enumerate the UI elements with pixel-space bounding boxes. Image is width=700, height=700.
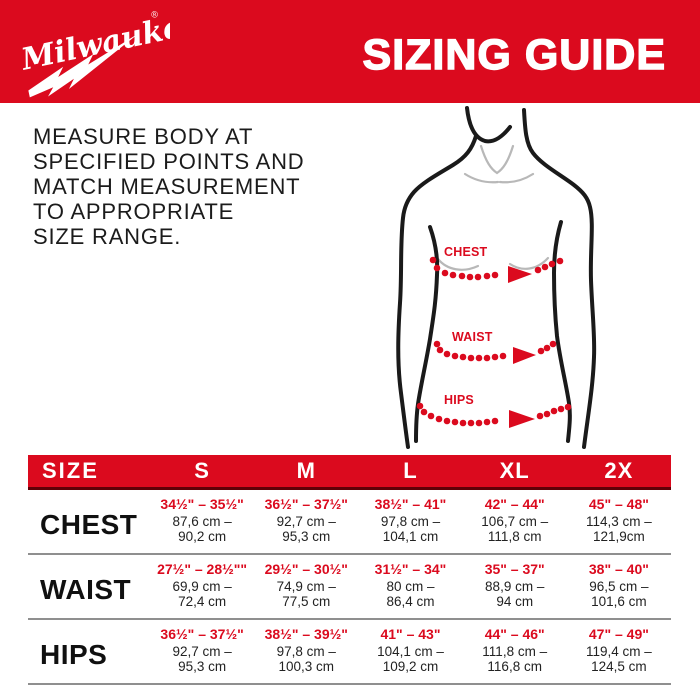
cm-range: 72,4 cm	[178, 594, 227, 609]
page-title: SIZING GUIDE	[362, 30, 666, 79]
intro-line: MEASURE BODY AT	[33, 124, 254, 149]
cm-range: 106,7 cm –	[481, 514, 549, 529]
waist-arrow-icon	[513, 347, 536, 364]
cm-range: 109,2 cm	[382, 659, 439, 674]
inches-range: 41" – 43"	[380, 626, 441, 642]
figure-detail-lines	[436, 144, 550, 271]
row-label-waist: WAIST	[40, 573, 132, 605]
cm-range: 97,8 cm –	[380, 514, 441, 529]
row-label-hips: HIPS	[40, 638, 108, 670]
cm-range: 88,9 cm –	[485, 579, 545, 594]
chest-s-cell: 34½" – 35½" 87,6 cm – 90,2 cm	[150, 496, 254, 553]
inches-range: 36½" – 37½"	[160, 626, 244, 642]
cm-range: 101,6 cm	[591, 594, 647, 609]
chest-measurement-line	[429, 256, 564, 283]
inches-range: 42" – 44"	[484, 496, 545, 512]
milwaukee-logo: Milwaukee ®	[18, 6, 170, 98]
cm-range: 104,1 cm	[382, 529, 439, 544]
cm-range: 96,5 cm –	[589, 579, 649, 594]
cm-range: 121,9cm	[593, 529, 645, 544]
intro-line: MATCH MEASUREMENT	[33, 174, 301, 199]
intro-line: SPECIFIED POINTS AND	[33, 149, 305, 174]
waist-measurement-line	[433, 340, 557, 364]
cm-range: 114,3 cm –	[585, 514, 652, 529]
inches-range: 27½" – 28½""	[157, 561, 248, 577]
table-header-row: SIZE S M L XL 2X	[28, 455, 671, 490]
table-row-waist: WAIST 27½" – 28½"" 69,9 cm – 72,4 cm 29½…	[28, 555, 671, 620]
cm-range: 116,8 cm	[487, 659, 542, 674]
body-measurement-figure: CHEST WAIST HIPS	[396, 106, 597, 449]
cm-range: 92,7 cm –	[276, 514, 336, 529]
inches-range: 31½" – 34"	[374, 561, 447, 577]
hips-m-cell: 38½" – 39½" 97,8 cm – 100,3 cm	[254, 626, 358, 683]
cm-range: 100,3 cm	[278, 659, 335, 674]
cm-range: 119,4 cm –	[585, 644, 652, 659]
cm-range: 111,8 cm –	[482, 644, 548, 659]
registered-trademark-icon: ®	[150, 9, 159, 20]
inches-range: 36½" – 37½"	[264, 496, 348, 512]
chest-arrow-icon	[508, 266, 532, 283]
chest-m-cell: 36½" – 37½" 92,7 cm – 95,3 cm	[254, 496, 358, 553]
inches-range: 29½" – 30½"	[264, 561, 348, 577]
column-header-m: M	[296, 458, 316, 483]
inches-range: 38½" – 41"	[374, 496, 447, 512]
waist-l-cell: 31½" – 34" 80 cm – 86,4 cm	[358, 561, 462, 618]
column-header-s: S	[194, 458, 210, 483]
column-header-2x: 2X	[604, 458, 634, 483]
header: Milwaukee ® SIZING GUIDE	[0, 0, 700, 103]
chest-l-cell: 38½" – 41" 97,8 cm – 104,1 cm	[358, 496, 462, 553]
inches-range: 38" – 40"	[588, 561, 649, 577]
cm-range: 80 cm –	[386, 579, 435, 594]
waist-figure-label: WAIST	[452, 330, 493, 344]
cm-range: 92,7 cm –	[172, 644, 232, 659]
waist-s-cell: 27½" – 28½"" 69,9 cm – 72,4 cm	[150, 561, 254, 618]
cm-range: 69,9 cm –	[172, 579, 232, 594]
hips-measurement-line	[416, 402, 572, 428]
column-header-xl: XL	[499, 458, 530, 483]
cm-range: 104,1 cm –	[377, 644, 444, 659]
waist-xl-cell: 35" – 37" 88,9 cm – 94 cm	[463, 561, 567, 618]
inches-range: 45" – 48"	[588, 496, 649, 512]
table-row-hips: HIPS 36½" – 37½" 92,7 cm – 95,3 cm 38½" …	[28, 620, 671, 685]
inches-range: 47" – 49"	[588, 626, 649, 642]
cm-range: 87,6 cm –	[172, 514, 232, 529]
hips-figure-label: HIPS	[444, 393, 474, 407]
lightning-bolt-icon	[28, 33, 139, 98]
cm-range: 111,8 cm	[487, 529, 542, 544]
inches-range: 34½" – 35½"	[160, 496, 244, 512]
intro-line: SIZE RANGE.	[33, 224, 182, 249]
cm-range: 94 cm	[496, 594, 534, 609]
chest-xl-cell: 42" – 44" 106,7 cm – 111,8 cm	[463, 496, 567, 553]
column-header-size: SIZE	[42, 458, 99, 483]
inches-range: 35" – 37"	[484, 561, 545, 577]
column-header-l: L	[403, 458, 418, 483]
table-row-chest: CHEST 34½" – 35½" 87,6 cm – 90,2 cm 36½"…	[28, 490, 671, 555]
hips-2x-cell: 47" – 49" 119,4 cm – 124,5 cm	[567, 626, 671, 683]
chest-figure-label: CHEST	[444, 245, 488, 259]
hips-arrow-icon	[509, 410, 535, 428]
size-table: SIZE S M L XL 2X CHEST 34½" – 35½" 87,6 …	[28, 455, 671, 685]
waist-m-cell: 29½" – 30½" 74,9 cm – 77,5 cm	[254, 561, 358, 618]
cm-range: 95,3 cm	[282, 529, 331, 544]
cm-range: 86,4 cm	[386, 594, 435, 609]
cm-range: 74,9 cm –	[276, 579, 336, 594]
waist-2x-cell: 38" – 40" 96,5 cm – 101,6 cm	[567, 561, 671, 618]
figure-outline	[396, 106, 597, 449]
intro-line: TO APPROPRIATE	[33, 199, 235, 224]
hips-s-cell: 36½" – 37½" 92,7 cm – 95,3 cm	[150, 626, 254, 683]
cm-range: 77,5 cm	[282, 594, 331, 609]
hips-xl-cell: 44" – 46" 111,8 cm – 116,8 cm	[463, 626, 567, 683]
inches-range: 44" – 46"	[484, 626, 545, 642]
cm-range: 124,5 cm	[591, 659, 647, 674]
inches-range: 38½" – 39½"	[264, 626, 348, 642]
hips-l-cell: 41" – 43" 104,1 cm – 109,2 cm	[358, 626, 462, 683]
cm-range: 97,8 cm –	[276, 644, 336, 659]
cm-range: 90,2 cm	[178, 529, 227, 544]
row-label-chest: CHEST	[40, 508, 138, 540]
chest-2x-cell: 45" – 48" 114,3 cm – 121,9cm	[567, 496, 671, 553]
cm-range: 95,3 cm	[178, 659, 227, 674]
intro-text: MEASURE BODY AT SPECIFIED POINTS AND MAT…	[33, 124, 305, 249]
